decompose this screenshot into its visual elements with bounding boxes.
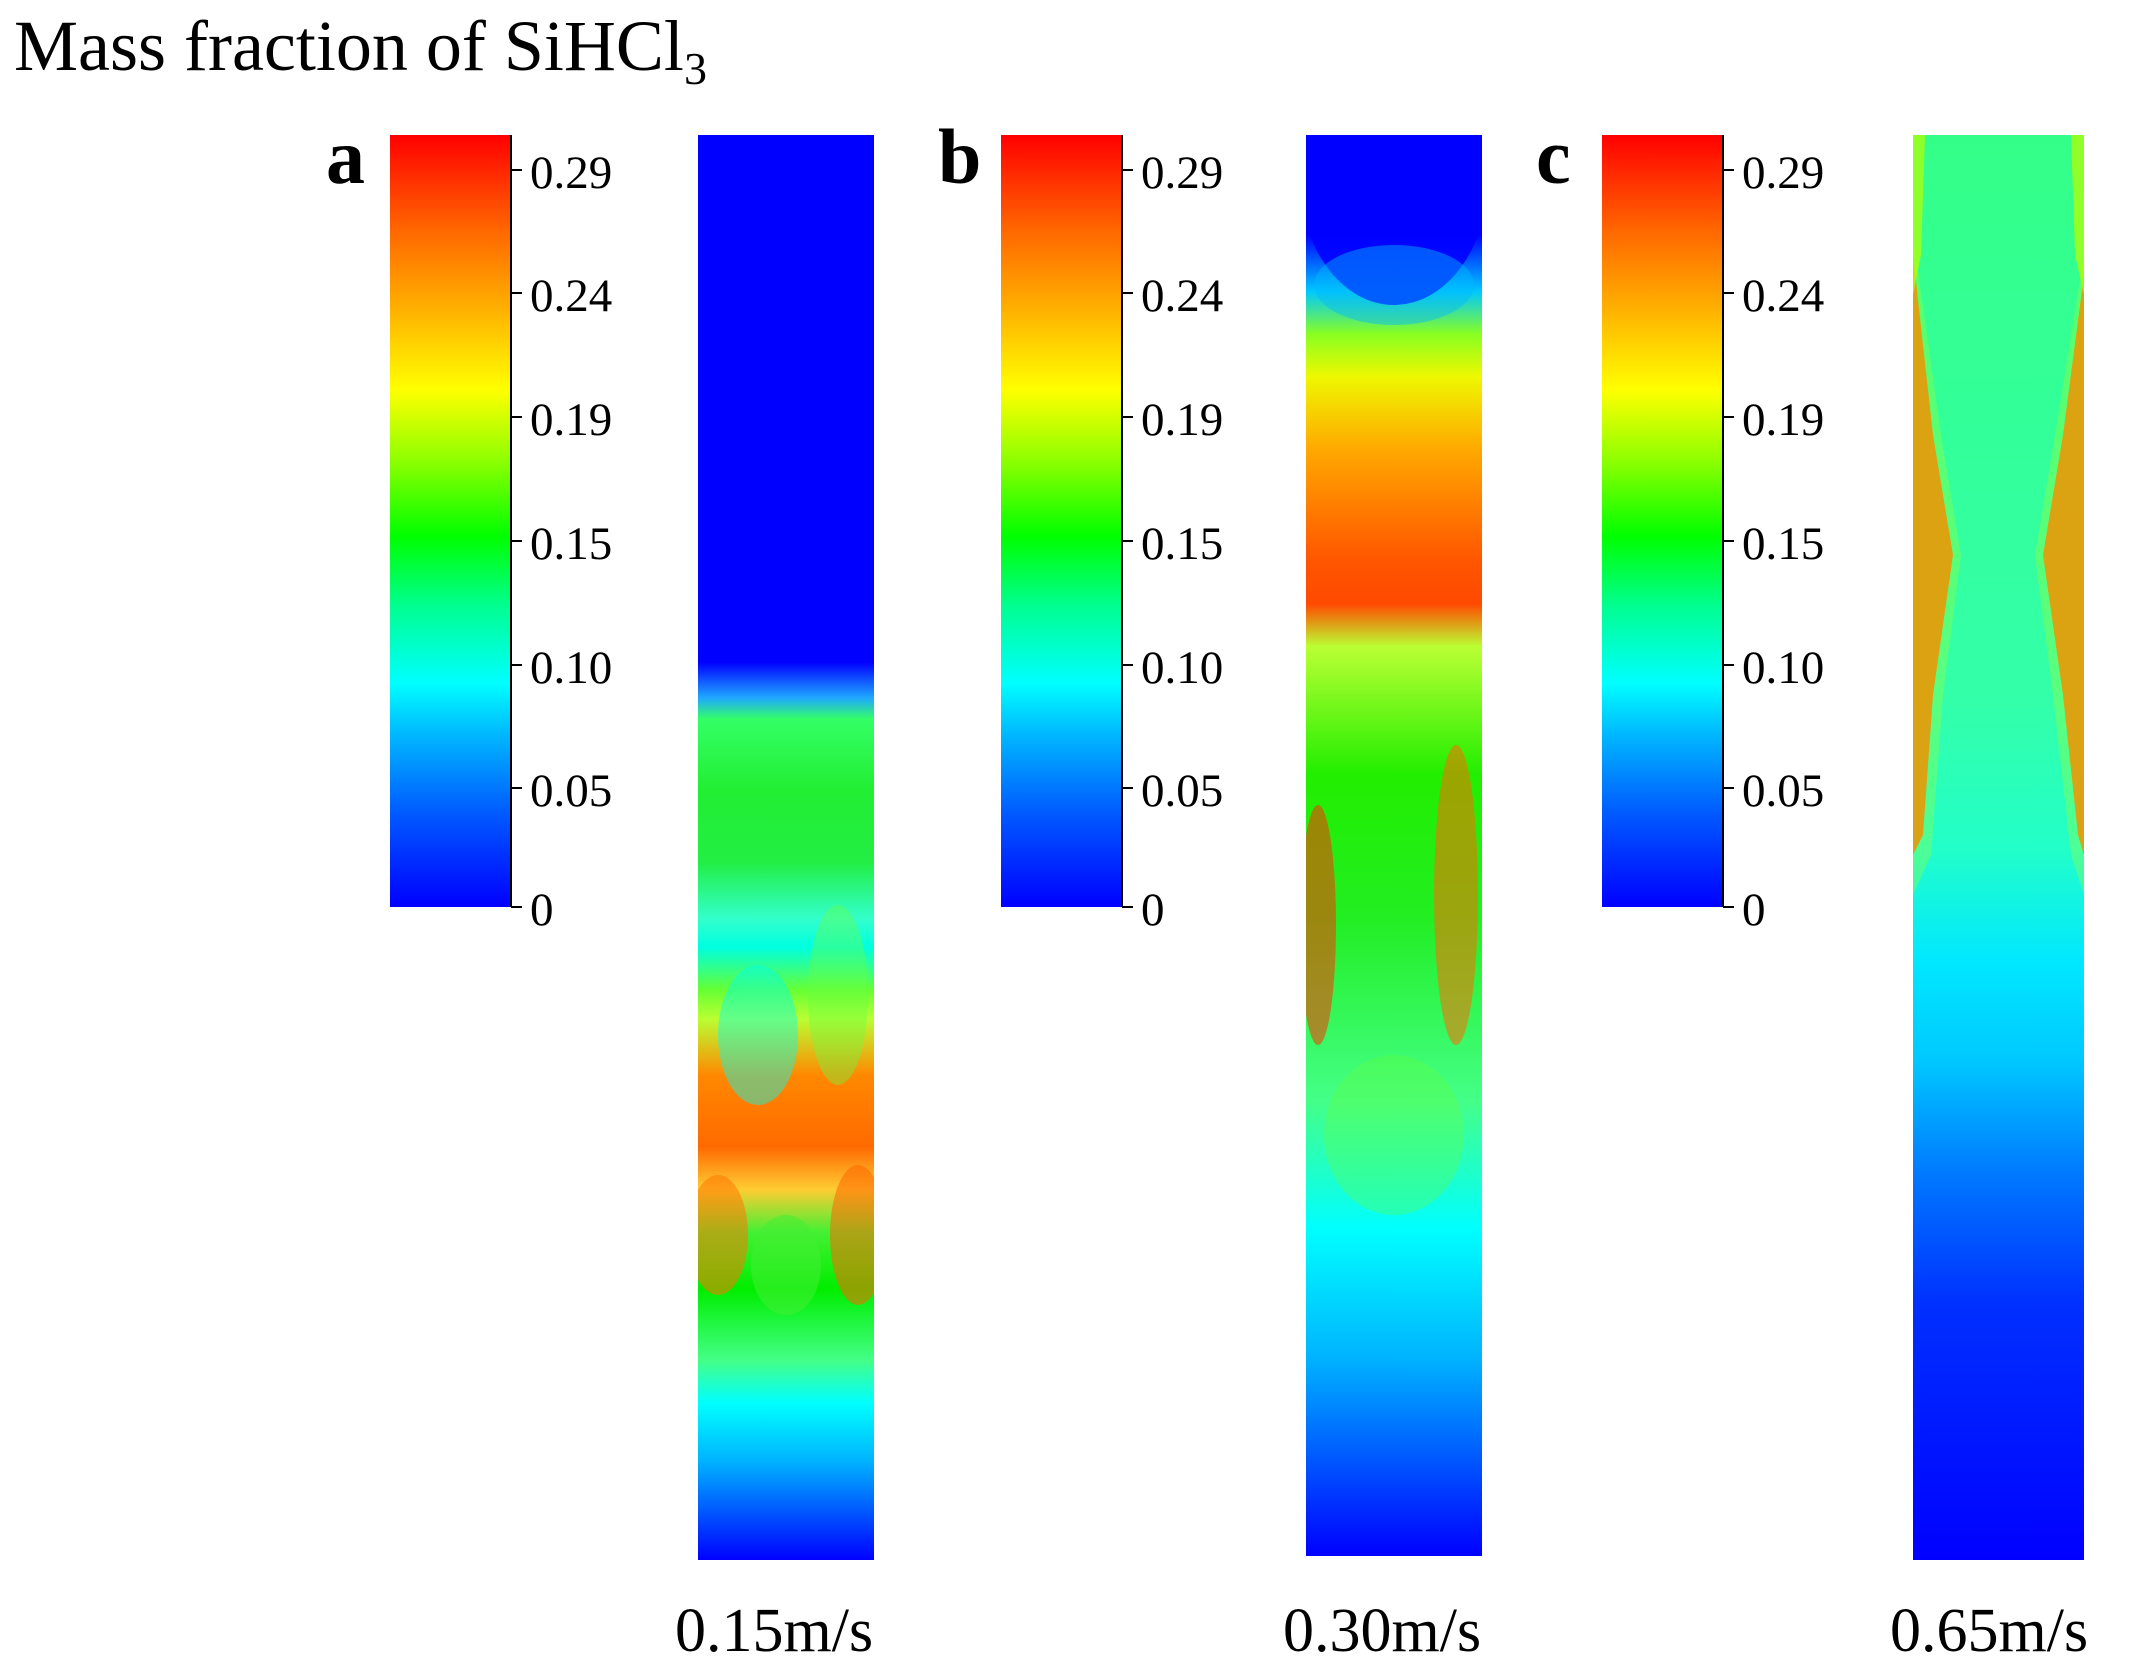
panel-a-velocity-label: 0.15m/s <box>675 1597 874 1665</box>
panel-b-tick <box>1122 906 1133 908</box>
panel-b-tick <box>1122 787 1133 789</box>
panel-a-tick <box>511 540 522 542</box>
panel-a-tick-label: 0.15 <box>530 518 613 570</box>
panel-c-colorbar <box>1602 135 1722 907</box>
panel-c-contour-field <box>1913 135 2084 1560</box>
panel-b-tick-label: 0.29 <box>1141 147 1224 199</box>
figure-title-subscript: 3 <box>683 43 707 94</box>
panel-b-colorbar-axis <box>1121 135 1123 907</box>
panel-a-colorbar <box>390 135 510 907</box>
panel-c-tick-label: 0.10 <box>1742 642 1825 694</box>
panel-a-tick-label: 0 <box>530 884 554 936</box>
figure-title-text: Mass fraction of SiHCl <box>14 6 684 86</box>
panel-c-tick-label: 0.05 <box>1742 765 1825 817</box>
panel-c-velocity-label: 0.65m/s <box>1890 1597 2089 1665</box>
panel-b-tick <box>1122 540 1133 542</box>
panel-a-tick <box>511 787 522 789</box>
panel-c-tick-label: 0.19 <box>1742 394 1825 446</box>
panel-a-tick <box>511 906 522 908</box>
panel-c-tick-label: 0.15 <box>1742 518 1825 570</box>
panel-c-tick <box>1723 787 1734 789</box>
panel-b-field-overlay <box>1306 135 1482 1215</box>
panel-a-tick-label: 0.19 <box>530 394 613 446</box>
panel-b-tick <box>1122 416 1133 418</box>
panel-b-tick-label: 0 <box>1141 884 1165 936</box>
panel-b-colorbar <box>1001 135 1121 907</box>
panel-b-tick <box>1122 664 1133 666</box>
panel-b-tick-label: 0.24 <box>1141 270 1224 322</box>
panel-a-letter: a <box>326 113 365 200</box>
panel-c-tick-label: 0 <box>1742 884 1766 936</box>
panel-c-tick <box>1723 664 1734 666</box>
panel-c-tick <box>1723 416 1734 418</box>
panel-c-tick <box>1723 292 1734 294</box>
panel-c-tick <box>1723 169 1734 171</box>
panel-b-contour-field <box>1306 135 1482 1556</box>
panel-a-tick <box>511 416 522 418</box>
panel-a-colorbar-axis <box>510 135 512 907</box>
panel-a-tick <box>511 169 522 171</box>
panel-a-contour-field <box>698 135 874 1560</box>
figure-title: Mass fraction of SiHCl3 <box>14 10 707 92</box>
panel-c-letter: c <box>1536 113 1571 200</box>
panel-b-tick <box>1122 169 1133 171</box>
panel-b-tick-label: 0.10 <box>1141 642 1224 694</box>
panel-c-tick-label: 0.29 <box>1742 147 1825 199</box>
panel-b-letter: b <box>938 113 982 200</box>
panel-c-tick <box>1723 540 1734 542</box>
panel-b-tick-label: 0.05 <box>1141 765 1224 817</box>
panel-a-tick <box>511 292 522 294</box>
panel-a-tick-label: 0.29 <box>530 147 613 199</box>
panel-a-tick-label: 0.24 <box>530 270 613 322</box>
panel-c-field-overlay <box>1913 135 2084 895</box>
panel-c-tick-label: 0.24 <box>1742 270 1825 322</box>
panel-b-tick-label: 0.15 <box>1141 518 1224 570</box>
panel-b-tick-label: 0.19 <box>1141 394 1224 446</box>
panel-c-colorbar-axis <box>1722 135 1724 907</box>
panel-a-tick-label: 0.05 <box>530 765 613 817</box>
panel-b-velocity-label: 0.30m/s <box>1283 1597 1482 1665</box>
panel-a-tick <box>511 664 522 666</box>
panel-c-tick <box>1723 906 1734 908</box>
panel-b-tick <box>1122 292 1133 294</box>
panel-a-tick-label: 0.10 <box>530 642 613 694</box>
panel-a-field-overlay <box>698 905 874 1315</box>
